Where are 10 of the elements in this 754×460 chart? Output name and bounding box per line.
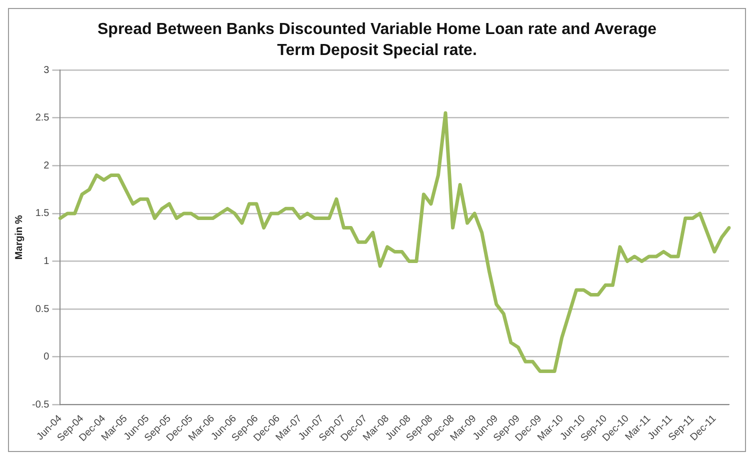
y-tick-label: 1 <box>44 256 50 268</box>
y-tick-label: 2.5 <box>35 112 50 124</box>
y-tick-label: -0.5 <box>32 399 50 410</box>
y-tick-label: 1.5 <box>35 208 50 220</box>
y-axis-title: Margin % <box>14 215 25 260</box>
y-tick-label: 0 <box>44 352 50 363</box>
y-tick-label: 0.5 <box>35 304 50 315</box>
chart-title: Spread Between Banks Discounted Variable Home Loan rate and Average Term Deposit Special rate. <box>96 20 658 61</box>
y-tick-label: 2 <box>44 160 50 172</box>
y-tick-label: 3 <box>44 64 50 76</box>
